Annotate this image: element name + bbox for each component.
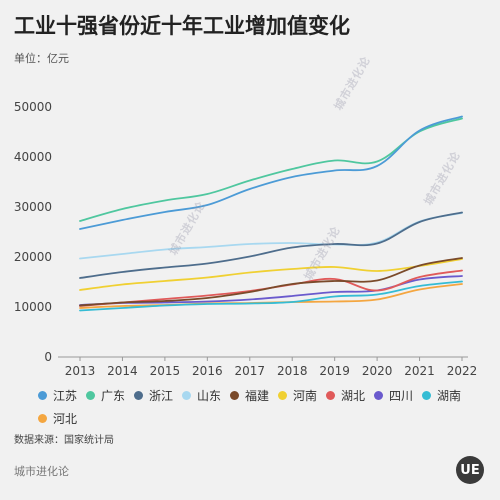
legend-swatch [182, 391, 191, 400]
legend-item: 河北 [38, 410, 86, 427]
series-line-湖南 [79, 280, 463, 312]
legend-swatch [134, 391, 143, 400]
x-tick-label: 2022 [447, 364, 478, 378]
series-line-河南 [79, 258, 463, 291]
legend-label: 山东 [197, 389, 222, 403]
chart-title: 工业十强省份近十年工业增加值变化 [14, 14, 350, 38]
series-line-广东 [79, 117, 463, 222]
x-tick-label: 2016 [192, 364, 223, 378]
x-tick-label: 2013 [65, 364, 96, 378]
legend-item: 湖南 [422, 387, 470, 404]
brand-name: 城市进化论 [14, 465, 69, 478]
y-tick-label: 0 [44, 350, 52, 364]
legend-item: 四川 [374, 387, 422, 404]
series-line-福建 [79, 257, 463, 307]
legend-swatch [326, 391, 335, 400]
y-tick-label: 50000 [14, 100, 52, 114]
legend-swatch [38, 414, 47, 423]
x-tick-label: 2018 [277, 364, 308, 378]
x-tick-label: 2017 [235, 364, 266, 378]
legend-label: 广东 [101, 389, 126, 403]
legend-label: 湖北 [341, 389, 366, 403]
data-source: 数据来源：国家统计局 [14, 435, 114, 446]
legend-label: 河南 [293, 389, 318, 403]
y-tick-label: 20000 [14, 250, 52, 264]
legend-swatch [86, 391, 95, 400]
y-tick-label: 30000 [14, 200, 52, 214]
legend-label: 福建 [245, 389, 270, 403]
legend-item: 山东 [182, 387, 230, 404]
legend-item: 广东 [86, 387, 134, 404]
x-tick-label: 2014 [107, 364, 138, 378]
legend-item: 江苏 [38, 387, 86, 404]
axis-layer: 0 10000 20000 30000 40000 50000 2013 2014 2015 20… [14, 100, 477, 378]
legend-item: 浙江 [134, 387, 182, 404]
legend-label: 浙江 [149, 389, 174, 403]
legend-label: 四川 [389, 389, 414, 403]
legend-label: 江苏 [53, 389, 78, 403]
legend: 江苏 广东 浙江 山东 福建 河南 湖北 四川 湖南河北 [38, 387, 478, 427]
series-layer [79, 115, 463, 312]
brand-logo: UE [456, 456, 484, 484]
x-tick-label: 2021 [404, 364, 435, 378]
legend-swatch [278, 391, 287, 400]
legend-item: 湖北 [326, 387, 374, 404]
legend-swatch [374, 391, 383, 400]
legend-item: 福建 [230, 387, 278, 404]
x-tick-label: 2015 [150, 364, 181, 378]
y-tick-label: 40000 [14, 150, 52, 164]
legend-swatch [38, 391, 47, 400]
legend-label: 河北 [53, 412, 78, 426]
y-tick-label: 10000 [14, 300, 52, 314]
legend-swatch [422, 391, 431, 400]
legend-swatch [230, 391, 239, 400]
x-tick-label: 2020 [362, 364, 393, 378]
x-tick-label: 2019 [319, 364, 350, 378]
series-line-浙江 [79, 211, 463, 279]
unit-label: 单位：亿元 [14, 52, 69, 65]
legend-label: 湖南 [437, 389, 462, 403]
series-line-江苏 [79, 115, 463, 230]
legend-item: 河南 [278, 387, 326, 404]
